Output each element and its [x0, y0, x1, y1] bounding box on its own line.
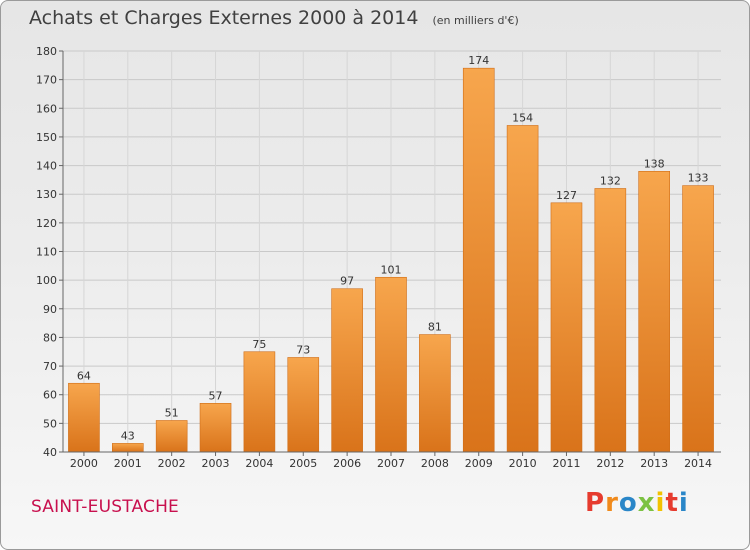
bar: [419, 334, 451, 453]
data-label: 64: [77, 369, 91, 382]
x-tick-label: 2004: [245, 457, 273, 470]
data-label: 138: [644, 157, 665, 170]
logo-letter: t: [665, 488, 679, 518]
data-label: 51: [165, 406, 179, 419]
data-label: 57: [209, 389, 223, 402]
data-label: 174: [468, 54, 489, 67]
commune-name: SAINT-EUSTACHE: [31, 497, 179, 517]
bar: [638, 171, 671, 453]
x-tick-label: 2008: [421, 457, 449, 470]
data-label: 154: [512, 111, 533, 124]
data-label: 132: [600, 174, 621, 187]
bar: [155, 420, 188, 453]
bar: [682, 185, 714, 453]
bar: [287, 357, 320, 453]
bar: [331, 288, 363, 453]
bar: [112, 443, 144, 453]
y-tick-label: 130: [36, 188, 57, 201]
data-label: 97: [340, 275, 354, 288]
logo-letter: r: [605, 488, 619, 518]
y-tick-label: 140: [36, 160, 57, 173]
data-label: 133: [688, 172, 709, 185]
y-tick-label: 90: [43, 303, 57, 316]
x-tick-label: 2011: [552, 457, 580, 470]
bar: [462, 67, 495, 453]
chart-title: Achats et Charges Externes 2000 à 2014 (e…: [29, 7, 519, 29]
x-tick-label: 2000: [70, 457, 98, 470]
y-tick-label: 50: [43, 417, 57, 430]
x-tick-label: 2002: [158, 457, 186, 470]
logo-letter: P: [585, 488, 606, 518]
logo-letter: i: [678, 488, 689, 518]
y-tick-label: 150: [36, 131, 57, 144]
bar: [594, 188, 627, 453]
y-tick-label: 70: [43, 360, 57, 373]
data-label: 75: [252, 338, 266, 351]
logo-letter: i: [655, 488, 666, 518]
bar: [243, 351, 276, 453]
data-label: 101: [381, 263, 402, 276]
bars: 64 43 51 57 75 73 97 101 81 174 154 127 132 138 133: [68, 54, 714, 453]
x-tick-label: 2007: [377, 457, 405, 470]
data-label: 127: [556, 189, 577, 202]
x-tick-label: 2012: [596, 457, 624, 470]
y-tick-label: 170: [36, 74, 57, 87]
proxiti-logo: Proxiti: [585, 488, 689, 518]
bar: [68, 382, 100, 453]
x-tick-label: 2003: [202, 457, 230, 470]
y-tick-label: 160: [36, 102, 57, 115]
axes: 40 50 60 70 80 90 100 110 120 130 140 150 160 170 180 2…: [36, 45, 721, 470]
data-label: 43: [121, 429, 135, 442]
x-tick-label: 2001: [114, 457, 142, 470]
y-tick-label: 60: [43, 389, 57, 402]
x-tick-label: 2006: [333, 457, 361, 470]
data-label: 81: [428, 321, 442, 334]
bar: [199, 403, 232, 453]
x-tick-label: 2009: [465, 457, 493, 470]
y-tick-label: 40: [43, 446, 57, 459]
logo-letter: x: [637, 488, 656, 518]
data-label: 73: [296, 343, 310, 356]
x-tick-label: 2010: [509, 457, 537, 470]
x-tick-label: 2005: [289, 457, 317, 470]
bar: [550, 202, 583, 453]
logo-letter: o: [618, 488, 638, 518]
chart-title-text: Achats et Charges Externes 2000 à 2014: [29, 7, 419, 29]
x-tick-label: 2014: [684, 457, 712, 470]
y-tick-label: 120: [36, 217, 57, 230]
x-tick-label: 2013: [640, 457, 668, 470]
chart-unit: (en milliers d'€): [432, 14, 519, 27]
y-tick-label: 80: [43, 331, 57, 344]
y-tick-label: 180: [36, 45, 57, 58]
bar: [375, 276, 407, 453]
y-tick-label: 100: [36, 274, 57, 287]
bar: [506, 125, 539, 453]
y-tick-label: 110: [36, 246, 57, 259]
